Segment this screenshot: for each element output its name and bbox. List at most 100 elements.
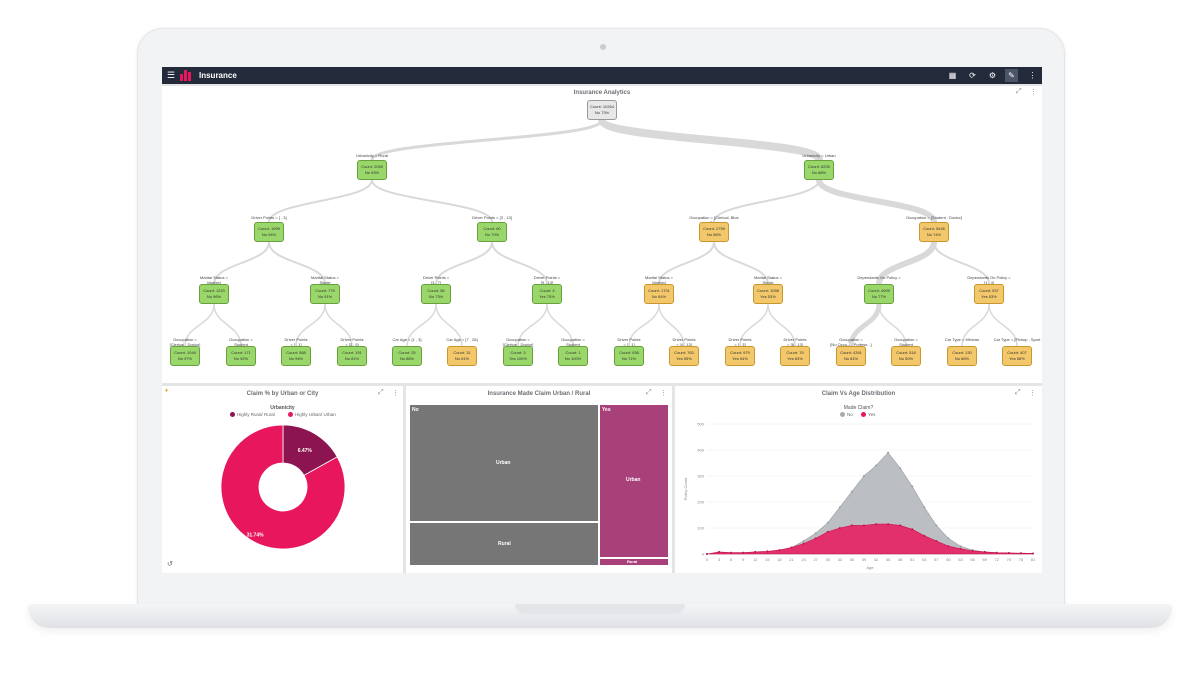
tree-node[interactable]: Count: 171 No 92% (226, 346, 256, 366)
tree-node[interactable]: Count: 56 No 73% (421, 284, 451, 304)
tree-node[interactable]: Count: 4909 No 77% (864, 284, 894, 304)
x-tick-label: 42 (874, 557, 879, 562)
grid-icon[interactable]: ▦ (948, 71, 957, 80)
tree-node[interactable]: Count: 1049 No 97% (170, 346, 200, 366)
tree-node[interactable]: Count: 518 No 50% (891, 346, 921, 366)
tree-node[interactable]: Count: 1 No 100% (558, 346, 588, 366)
tree-edge-label: Driver Points = [ , 1] (617, 337, 641, 347)
legend-item-rural[interactable]: Highly Rural/ Rural (230, 412, 275, 418)
tree-node[interactable]: Count: 2759 No 56% (699, 222, 729, 242)
area-point (850, 490, 853, 493)
treemap-cell-yes-rural[interactable]: Rural (599, 558, 669, 566)
x-tick-label: 33 (838, 557, 843, 562)
tree-node[interactable]: Count: 2059 No 93% (357, 160, 387, 180)
donut-value-label: 6.47% (298, 448, 313, 454)
more-icon[interactable]: ⋮ (1030, 89, 1037, 96)
tree-node[interactable]: Count: 1058 Yes 53% (753, 284, 783, 304)
tree-node[interactable]: Count: 4 Yes 75% (532, 284, 562, 304)
treemap-panel-title: Insurance Made Claim Urban / Rural (487, 391, 591, 397)
x-tick-label: 75 (1007, 557, 1012, 562)
tree-node[interactable]: Count: 31 No 61% (447, 346, 477, 366)
settings-icon[interactable]: ⚙ (988, 71, 997, 80)
area-point (826, 521, 829, 524)
expand-icon[interactable]: ⤢ (1016, 88, 1022, 95)
x-tick-label: 78 (1019, 557, 1024, 562)
expand-icon[interactable]: ⤢ (378, 389, 384, 396)
x-tick-label: 6 (730, 557, 733, 562)
tree-node[interactable]: Count: 191 No 81% (337, 346, 367, 366)
tree-node[interactable]: Count: 779 No 91% (310, 284, 340, 304)
legend-item-urban[interactable]: Highly Urban/ Urban (288, 412, 336, 418)
tree-node[interactable]: Count: 979 Yes 54% (725, 346, 755, 366)
tree-links (184, 117, 1018, 347)
area-panel: Claim Vs Age Distribution ⤢ ⋮ Made Claim… (675, 386, 1042, 573)
more-icon[interactable]: ⋮ (1029, 390, 1036, 397)
area-point (706, 553, 708, 555)
area-point (790, 546, 793, 549)
tree-node[interactable]: Count: 1999 No 94% (254, 222, 284, 242)
tree-node[interactable]: Count: 537 Yes 53% (974, 284, 1004, 304)
expand-icon[interactable]: ⤢ (646, 389, 652, 396)
x-tick-label: 51 (910, 557, 915, 562)
treemap-cell-no-rural[interactable]: Rural (409, 522, 599, 566)
y-tick-label: 400 (697, 448, 704, 453)
treemap-panel: Insurance Made Claim Urban / Rural ⤢ ⋮ N… (406, 386, 672, 573)
legend-item-yes[interactable]: Yes (861, 412, 875, 418)
treemap-cell-no-urban[interactable]: No Urban (409, 404, 599, 522)
laptop-notch (515, 604, 685, 614)
more-icon[interactable]: ⋮ (392, 390, 399, 397)
tree-edge-label: Car Type = [Pickup , Sport (993, 337, 1041, 342)
expand-icon[interactable]: ⤢ (1015, 389, 1021, 396)
area-point (778, 549, 781, 552)
tree-edge-label: Driver Points = [3 , 7] (422, 275, 450, 285)
x-tick-label: 21 (789, 557, 794, 562)
tree-edge-label: Driver Points = [2 , 5] (340, 337, 364, 347)
tree-edge-label: Car Age = [7 , 28] (446, 337, 478, 342)
area-point (959, 547, 962, 550)
tree-node[interactable]: Count: 938 No 71% (614, 346, 644, 366)
more-icon[interactable]: ⋮ (660, 390, 667, 397)
tree-node[interactable]: Count: 60 No 70% (477, 222, 507, 242)
tree-node[interactable]: Count: 79 Yes 63% (780, 346, 810, 366)
area-legend-title: Made Claim? (843, 405, 874, 411)
tree-node[interactable]: Count: 130 No 66% (947, 346, 977, 366)
tree-edge-label: Occupation = [Clerical , Doctor] (169, 337, 201, 347)
x-tick-label: 18 (777, 557, 782, 562)
area-point (850, 524, 853, 527)
tree-panel: Insurance Analytics ⤢ ⋮ Count: 10264 No 7… (162, 86, 1042, 383)
lightbulb-icon[interactable]: ♦ (165, 388, 169, 394)
legend-item-no[interactable]: No (840, 412, 853, 418)
tree-node[interactable]: Count: 763 Yes 55% (669, 346, 699, 366)
refresh-icon[interactable]: ⟳ (969, 71, 976, 80)
tree-node[interactable]: Count: 5446 No 74% (919, 222, 949, 242)
tree-node[interactable]: Count: 8205 No 68% (804, 160, 834, 180)
tree-node-root[interactable]: Count: 10264 No 73% (587, 100, 617, 120)
tree-node[interactable]: Count: 3 Yes 100% (503, 346, 533, 366)
tree-node[interactable]: Count: 1701 No 64% (644, 284, 674, 304)
tree-node[interactable]: Count: 407 Yes 58% (1002, 346, 1032, 366)
area-point (971, 549, 974, 552)
tree-edge-label: Driver Points = [9 , 13] (533, 275, 561, 285)
area-point (802, 540, 805, 542)
tree-edge-label: Car Age = [1 , 3] (392, 337, 422, 342)
tree-node[interactable]: Count: 1220 No 96% (199, 284, 229, 304)
tree-node[interactable]: Count: 4391 No 81% (836, 346, 866, 366)
area-point (718, 550, 721, 553)
x-tick-label: 45 (886, 557, 891, 562)
x-tick-label: 3 (718, 557, 721, 562)
menu-icon[interactable]: ☰ (167, 70, 176, 80)
x-tick-label: 0 (706, 557, 709, 562)
wrench-icon[interactable]: ✎ (1005, 69, 1018, 82)
tree-node[interactable]: Count: 25 No 88% (392, 346, 422, 366)
x-tick-label: 63 (958, 557, 963, 562)
undo-icon[interactable]: ↺ (167, 561, 173, 568)
treemap-cell-yes-urban[interactable]: Yes Urban (599, 404, 669, 558)
area-point (959, 545, 962, 548)
area-panel-title: Claim Vs Age Distribution (821, 391, 896, 397)
x-tick-label: 9 (742, 557, 745, 562)
more-icon[interactable]: ⋮ (1028, 71, 1037, 80)
area-point (875, 523, 878, 526)
x-tick-label: 69 (982, 557, 987, 562)
tree-node[interactable]: Count: 588 No 94% (281, 346, 311, 366)
